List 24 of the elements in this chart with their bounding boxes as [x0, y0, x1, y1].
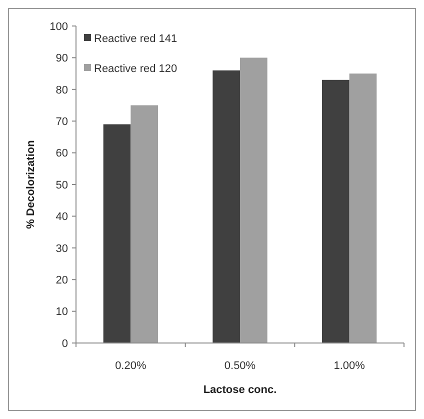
x-tick-label: 0.20% — [115, 360, 146, 372]
bar — [130, 105, 158, 343]
y-tick-label: 10 — [56, 306, 68, 318]
y-tick-label: 70 — [56, 116, 68, 128]
bar — [103, 124, 131, 343]
x-tick-label: 0.50% — [224, 360, 256, 372]
bar — [322, 80, 350, 343]
bar — [349, 74, 377, 343]
y-tick-label: 0 — [62, 338, 68, 350]
bar — [212, 70, 240, 343]
y-tick-label: 60 — [56, 148, 68, 160]
y-tick-label: 30 — [56, 242, 68, 255]
legend-label: Reactive red 141 — [94, 33, 178, 45]
y-axis-title: % Decolorization — [25, 140, 37, 229]
y-tick-label: 20 — [56, 274, 68, 286]
y-tick-label: 40 — [56, 211, 68, 224]
y-tick-label: 100 — [50, 20, 68, 33]
x-axis-title: Lactose conc. — [203, 384, 277, 396]
y-tick-label: 50 — [56, 179, 68, 192]
bar — [240, 58, 268, 343]
legend-label: Reactive red 120 — [94, 63, 178, 75]
y-tick-label: 90 — [56, 52, 68, 65]
y-tick-label: 80 — [56, 84, 68, 96]
x-tick-label: 1.00% — [334, 360, 366, 372]
